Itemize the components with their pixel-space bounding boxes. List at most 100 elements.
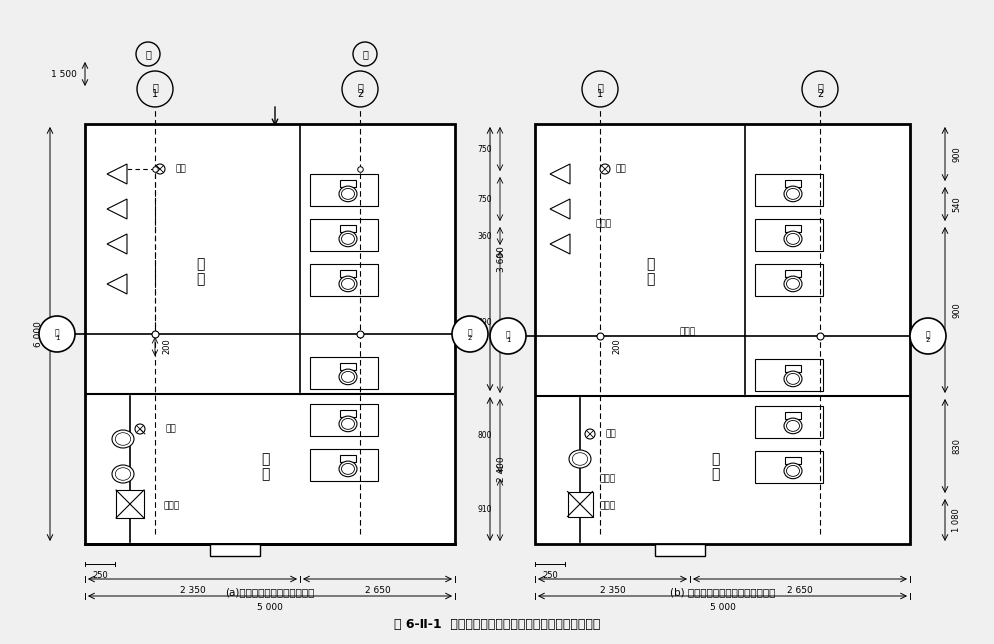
Ellipse shape bbox=[784, 463, 802, 478]
Text: 洗脸盆: 洗脸盆 bbox=[600, 475, 616, 484]
Bar bbox=[310, 449, 379, 481]
Bar bbox=[755, 264, 823, 296]
Text: 690: 690 bbox=[477, 317, 492, 327]
Text: 女: 女 bbox=[711, 452, 720, 466]
Text: 1: 1 bbox=[597, 89, 603, 99]
Text: 1: 1 bbox=[152, 89, 158, 99]
Text: 甲: 甲 bbox=[145, 49, 151, 59]
Text: (a)某办公楼卫生间底层平面图: (a)某办公楼卫生间底层平面图 bbox=[226, 587, 315, 597]
Text: 排: 排 bbox=[357, 82, 363, 92]
Text: 2 650: 2 650 bbox=[787, 586, 813, 595]
Text: 250: 250 bbox=[92, 571, 108, 580]
Polygon shape bbox=[107, 164, 127, 184]
Bar bbox=[755, 219, 823, 251]
Text: 3 600: 3 600 bbox=[497, 246, 506, 272]
Text: 男: 男 bbox=[646, 257, 654, 271]
Bar bbox=[340, 363, 356, 370]
Bar bbox=[655, 544, 705, 556]
Polygon shape bbox=[107, 234, 127, 254]
Text: 给: 给 bbox=[506, 330, 510, 339]
Bar bbox=[340, 180, 356, 187]
Text: 地漏: 地漏 bbox=[605, 430, 615, 439]
Text: 给: 给 bbox=[55, 328, 60, 337]
Ellipse shape bbox=[784, 186, 802, 202]
Ellipse shape bbox=[339, 231, 357, 247]
Text: 800: 800 bbox=[477, 431, 492, 440]
Bar bbox=[535, 124, 910, 544]
Bar bbox=[785, 412, 801, 419]
Ellipse shape bbox=[784, 231, 802, 247]
Bar bbox=[116, 490, 144, 518]
Text: 地漏: 地漏 bbox=[175, 164, 186, 173]
Text: 1 500: 1 500 bbox=[51, 70, 77, 79]
Circle shape bbox=[135, 424, 145, 434]
Bar bbox=[310, 264, 379, 296]
Ellipse shape bbox=[339, 461, 357, 477]
Text: 250: 250 bbox=[542, 571, 558, 580]
Bar bbox=[85, 124, 455, 544]
Text: 2 350: 2 350 bbox=[599, 586, 625, 595]
Text: 2: 2 bbox=[468, 334, 472, 341]
Text: 小便器: 小便器 bbox=[595, 220, 611, 229]
Ellipse shape bbox=[112, 430, 134, 448]
Text: 910: 910 bbox=[477, 506, 492, 515]
Bar bbox=[755, 174, 823, 206]
Ellipse shape bbox=[339, 369, 357, 384]
Text: 2 350: 2 350 bbox=[180, 586, 206, 595]
Ellipse shape bbox=[339, 186, 357, 202]
Text: 厕: 厕 bbox=[711, 467, 720, 481]
Text: 2 400: 2 400 bbox=[497, 456, 506, 482]
Bar bbox=[785, 180, 801, 187]
Text: 830: 830 bbox=[952, 438, 961, 454]
Text: 排: 排 bbox=[817, 82, 823, 92]
Text: 拖布池: 拖布池 bbox=[600, 502, 616, 511]
Text: 200: 200 bbox=[162, 338, 171, 354]
Text: 900: 900 bbox=[952, 146, 961, 162]
Polygon shape bbox=[107, 274, 127, 294]
Circle shape bbox=[39, 316, 75, 352]
Ellipse shape bbox=[784, 418, 802, 433]
Bar bbox=[340, 225, 356, 232]
Circle shape bbox=[490, 318, 526, 354]
Bar bbox=[785, 225, 801, 232]
Text: 750: 750 bbox=[477, 194, 492, 204]
Text: 排: 排 bbox=[152, 82, 158, 92]
Text: 2 650: 2 650 bbox=[365, 586, 391, 595]
Text: 排: 排 bbox=[597, 82, 603, 92]
Text: 给: 给 bbox=[468, 328, 472, 337]
Text: 6 000: 6 000 bbox=[34, 321, 43, 347]
Bar bbox=[310, 174, 379, 206]
Circle shape bbox=[155, 164, 165, 174]
Ellipse shape bbox=[784, 276, 802, 292]
Text: 图 6-Ⅱ-1  某办公楼卫生间给水排水系统工程设计平面图: 图 6-Ⅱ-1 某办公楼卫生间给水排水系统工程设计平面图 bbox=[394, 618, 600, 630]
Polygon shape bbox=[550, 164, 570, 184]
Bar bbox=[785, 457, 801, 464]
Text: 5 000: 5 000 bbox=[257, 603, 283, 612]
Text: 5 000: 5 000 bbox=[710, 603, 736, 612]
Text: 750: 750 bbox=[477, 144, 492, 153]
Text: 拖布池: 拖布池 bbox=[163, 502, 179, 511]
Text: 男: 男 bbox=[196, 257, 204, 271]
Text: 地漏: 地漏 bbox=[615, 164, 626, 173]
Bar bbox=[210, 544, 260, 556]
Circle shape bbox=[585, 429, 595, 439]
Text: 360: 360 bbox=[477, 231, 492, 240]
Text: 厕: 厕 bbox=[646, 272, 654, 286]
Polygon shape bbox=[550, 199, 570, 219]
Text: 大便器: 大便器 bbox=[680, 328, 696, 337]
Text: 给: 给 bbox=[925, 330, 930, 339]
Text: 地漏: 地漏 bbox=[165, 424, 176, 433]
Ellipse shape bbox=[112, 465, 134, 483]
Bar bbox=[340, 455, 356, 462]
Text: 厕: 厕 bbox=[260, 467, 269, 481]
Bar bbox=[785, 270, 801, 278]
Text: 1: 1 bbox=[506, 337, 510, 343]
Ellipse shape bbox=[569, 450, 591, 468]
Text: 540: 540 bbox=[952, 196, 961, 212]
Bar bbox=[340, 270, 356, 278]
Circle shape bbox=[910, 318, 946, 354]
Text: 1 080: 1 080 bbox=[952, 508, 961, 532]
Circle shape bbox=[452, 316, 488, 352]
Bar bbox=[340, 410, 356, 417]
Text: 乙: 乙 bbox=[362, 49, 368, 59]
